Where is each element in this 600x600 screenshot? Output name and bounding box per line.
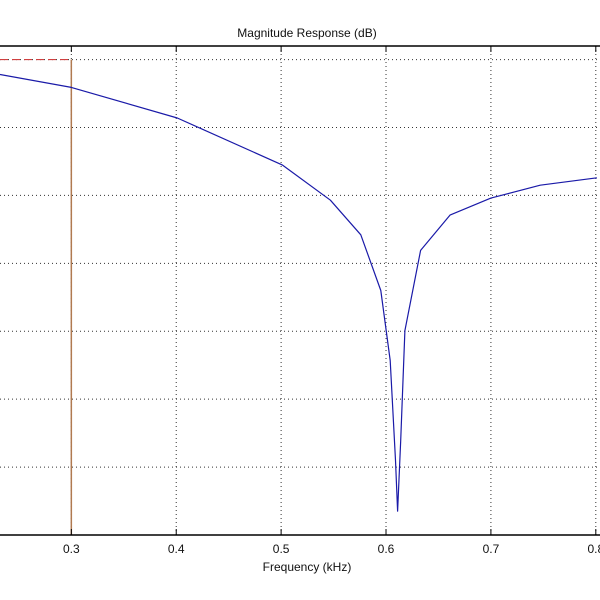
spec-mask bbox=[0, 58, 73, 535]
x-tick-label: 0.6 bbox=[378, 542, 395, 556]
magnitude-line bbox=[0, 73, 597, 512]
x-axis-label: Frequency (kHz) bbox=[263, 560, 352, 574]
series-group bbox=[0, 73, 597, 512]
x-tick-labels: 0.3 0.4 0.5 0.6 0.7 0.8 bbox=[63, 542, 600, 556]
x-tick-label: 0.4 bbox=[168, 542, 185, 556]
axes bbox=[0, 45, 600, 536]
x-tick-label: 0.3 bbox=[63, 542, 80, 556]
x-tick-label: 0.8 bbox=[587, 542, 600, 556]
x-tick-label: 0.7 bbox=[483, 542, 500, 556]
chart-title: Magnitude Response (dB) bbox=[237, 26, 376, 40]
grid bbox=[0, 46, 600, 535]
x-tick-label: 0.5 bbox=[273, 542, 290, 556]
